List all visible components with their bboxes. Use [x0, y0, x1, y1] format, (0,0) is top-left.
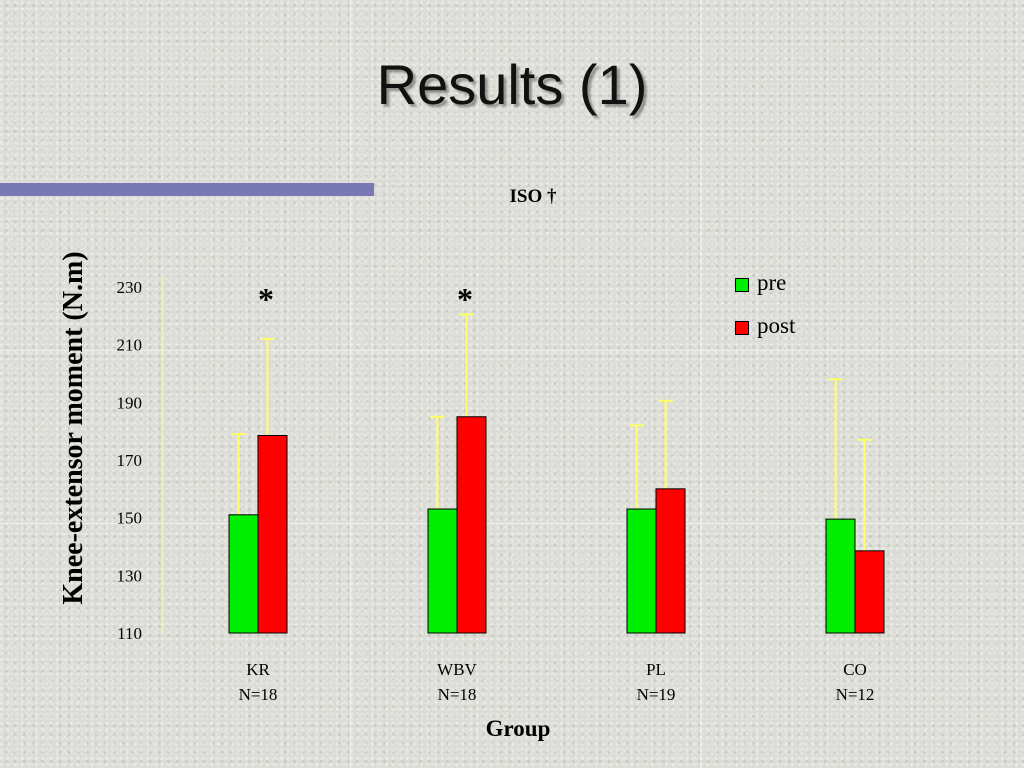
x-axis-label: Group — [486, 716, 551, 741]
legend-label-post: post — [757, 313, 796, 338]
y-tick-label: 210 — [117, 336, 143, 355]
chart-title: ISO † — [510, 186, 557, 207]
background-gridline — [0, 523, 1024, 524]
bar-pre-co — [825, 518, 856, 634]
x-tick-label: WBV — [437, 660, 477, 679]
bar-post-pl — [655, 488, 686, 634]
legend-label-pre: pre — [757, 270, 787, 295]
significance-marker: * — [258, 281, 274, 317]
significance-marker: * — [457, 281, 473, 317]
background-gridline — [700, 0, 701, 768]
legend-item-post: post — [735, 313, 795, 339]
x-tick-sublabel: N=12 — [836, 685, 875, 704]
y-tick-label: 190 — [117, 393, 143, 412]
bar-post-kr — [257, 434, 288, 634]
legend-item-pre: pre — [735, 270, 786, 296]
y-tick-label: 110 — [117, 624, 142, 643]
x-tick-label: KR — [246, 660, 270, 679]
background-gridline — [350, 0, 351, 768]
legend-swatch-pre — [735, 277, 749, 292]
bar-pre-wbv — [427, 508, 458, 634]
y-tick-label: 130 — [117, 566, 143, 585]
y-tick-label: 150 — [117, 509, 143, 528]
bar-pre-kr — [228, 514, 259, 634]
y-axis-label: Knee-extensor moment (N.m) — [58, 251, 89, 604]
slide-title: Results (1) — [376, 53, 648, 116]
x-tick-sublabel: N=18 — [239, 685, 278, 704]
bar-post-wbv — [456, 416, 487, 634]
x-tick-sublabel: N=19 — [637, 685, 676, 704]
bar-post-co — [854, 550, 885, 634]
background-gridline — [0, 350, 1024, 351]
bar-pre-pl — [626, 508, 657, 634]
legend-swatch-post — [735, 320, 749, 335]
x-tick-sublabel: N=18 — [438, 685, 477, 704]
y-tick-label: 170 — [117, 451, 143, 470]
y-tick-label: 230 — [117, 278, 143, 297]
x-tick-label: PL — [646, 660, 666, 679]
title-rule — [0, 183, 374, 196]
x-tick-label: CO — [843, 660, 867, 679]
